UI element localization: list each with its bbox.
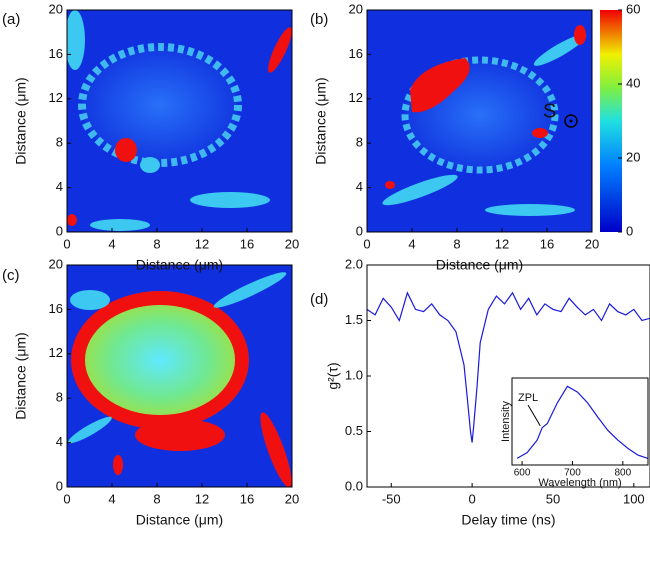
panel-label: (c) — [2, 267, 20, 284]
y-tick-label: 1.0 — [345, 367, 363, 382]
x-tick-label: 16 — [240, 491, 254, 506]
y-tick-label: 16 — [349, 46, 363, 61]
x-axis-title: Distance (μm) — [136, 512, 223, 528]
x-tick-label: 0 — [63, 236, 70, 251]
x-tick-label: 4 — [108, 491, 115, 506]
x-tick-label: 0 — [363, 236, 370, 251]
x-tick-label: 12 — [495, 236, 509, 251]
x-tick-label: 8 — [153, 236, 160, 251]
x-tick-label: 8 — [453, 236, 460, 251]
x-axis-title: Wavelength (nm) — [538, 477, 621, 489]
x-tick-label: 4 — [108, 236, 115, 251]
x-tick-label: 16 — [540, 236, 554, 251]
colorbar-tick-label: 0 — [626, 223, 633, 238]
x-tick-label: 100 — [623, 491, 645, 506]
x-tick-label: 0 — [63, 491, 70, 506]
y-axis-title: Intensity — [500, 401, 512, 442]
plot-frame — [66, 9, 293, 233]
y-tick-label: 16 — [49, 301, 63, 316]
y-tick-label: 20 — [349, 1, 363, 16]
colorbar-tick-label: 20 — [626, 149, 640, 164]
x-tick-label: 600 — [514, 468, 531, 479]
y-axis-title: Distance (μm) — [13, 77, 29, 164]
y-tick-label: 0 — [56, 223, 63, 238]
x-tick-label: 4 — [408, 236, 415, 251]
y-tick-label: 1.5 — [345, 312, 363, 327]
data-line — [516, 385, 649, 459]
x-tick-label: 800 — [614, 468, 631, 479]
y-tick-label: 2.0 — [345, 256, 363, 271]
y-axis-title: g²(τ) — [325, 362, 341, 389]
data-line — [366, 291, 650, 443]
plot-frame — [366, 9, 593, 233]
panel-label: (b) — [310, 11, 328, 28]
y-tick-label: 12 — [49, 90, 63, 105]
x-tick-label: 16 — [240, 236, 254, 251]
x-tick-label: 700 — [564, 468, 581, 479]
panel-label: (a) — [2, 11, 20, 28]
x-tick-label: 20 — [285, 236, 299, 251]
annotation: ZPL — [518, 392, 538, 404]
y-tick-label: 0.0 — [345, 478, 363, 493]
x-tick-label: 0 — [468, 491, 475, 506]
y-axis-title: Distance (μm) — [13, 332, 29, 419]
y-tick-label: 0.5 — [345, 423, 363, 438]
colorbar-tick-label: 60 — [626, 1, 640, 16]
annotation-arrow — [527, 404, 541, 426]
y-tick-label: 8 — [356, 135, 363, 150]
y-tick-label: 0 — [56, 478, 63, 493]
y-tick-label: 20 — [49, 1, 63, 16]
heatmap-c — [67, 265, 292, 487]
heatmap-a — [67, 10, 292, 232]
x-tick-label: 8 — [153, 491, 160, 506]
x-tick-label: -50 — [382, 491, 401, 506]
x-tick-label: 20 — [285, 491, 299, 506]
y-tick-label: 16 — [49, 46, 63, 61]
annotation: S — [543, 100, 556, 122]
y-tick-label: 8 — [56, 135, 63, 150]
y-tick-label: 12 — [49, 345, 63, 360]
y-tick-label: 0 — [356, 223, 363, 238]
x-tick-label: 50 — [546, 491, 560, 506]
heatmap-b — [367, 10, 592, 232]
y-tick-label: 8 — [56, 390, 63, 405]
x-tick-label: 12 — [195, 491, 209, 506]
panel-label: (d) — [310, 291, 328, 308]
y-tick-label: 20 — [49, 256, 63, 271]
y-tick-label: 4 — [56, 434, 63, 449]
y-tick-label: 12 — [349, 90, 363, 105]
y-tick-label: 4 — [56, 179, 63, 194]
colorbar — [600, 10, 622, 232]
y-tick-label: 4 — [356, 179, 363, 194]
colorbar-tick-label: 40 — [626, 75, 640, 90]
x-axis-title: Delay time (ns) — [461, 512, 555, 528]
y-axis-title: Distance (μm) — [313, 77, 329, 164]
plot-frame — [66, 264, 293, 488]
x-tick-label: 12 — [195, 236, 209, 251]
plot-frame — [511, 377, 649, 466]
x-tick-label: 20 — [585, 236, 599, 251]
